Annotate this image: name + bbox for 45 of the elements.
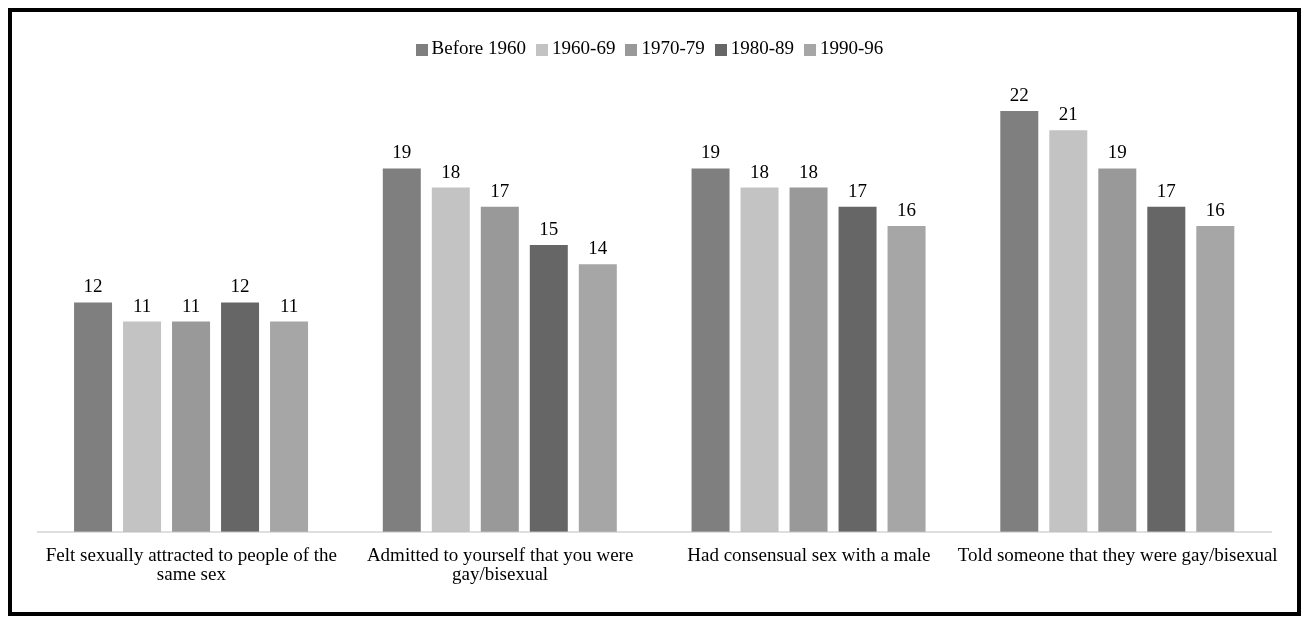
bar xyxy=(221,302,260,532)
bar xyxy=(887,225,926,532)
legend-label: 1960-69 xyxy=(552,37,616,58)
data-label: 12 xyxy=(83,275,103,297)
bar xyxy=(529,245,568,532)
bar xyxy=(1098,168,1137,532)
bar xyxy=(578,264,617,532)
bar xyxy=(382,168,421,532)
bar xyxy=(74,302,113,532)
bar xyxy=(480,206,519,532)
data-label: 19 xyxy=(1107,141,1127,163)
data-label: 17 xyxy=(848,179,868,201)
legend-label: 1970-79 xyxy=(641,37,705,58)
data-label: 18 xyxy=(799,160,819,182)
data-label: 19 xyxy=(701,141,721,163)
data-label: 12 xyxy=(230,275,250,297)
data-label: 17 xyxy=(1156,179,1176,201)
x-tick-label: Felt sexually attracted to people of the same sex xyxy=(45,544,337,585)
bar xyxy=(1196,225,1235,532)
legend-label: Before 1960 xyxy=(431,37,527,58)
x-tick-label: Had consensual sex with a male xyxy=(687,544,931,566)
data-label: 21 xyxy=(1058,103,1078,125)
bar xyxy=(1000,111,1039,532)
data-label: 18 xyxy=(750,160,770,182)
data-label: 19 xyxy=(392,141,412,163)
data-label: 14 xyxy=(588,237,608,259)
data-label: 11 xyxy=(181,294,201,316)
data-label: 16 xyxy=(897,198,917,220)
bar xyxy=(172,321,211,532)
data-label: 17 xyxy=(490,179,510,201)
bar xyxy=(691,168,730,532)
data-label: 16 xyxy=(1205,198,1225,220)
x-tick-label: Told someone that they were gay/bisexual xyxy=(957,544,1278,566)
data-label: 11 xyxy=(132,294,152,316)
data-label: 15 xyxy=(539,218,559,240)
bar xyxy=(1147,206,1186,532)
data-label: 11 xyxy=(279,294,299,316)
bar xyxy=(270,321,309,532)
legend-label: 1980-89 xyxy=(730,37,795,58)
legend-label: 1990-96 xyxy=(820,37,884,58)
data-label: 18 xyxy=(441,160,461,182)
x-tick-label: Admitted to yourself that you were gay/bisexual xyxy=(366,544,634,585)
bar xyxy=(789,187,828,532)
bar xyxy=(838,206,877,532)
data-label: 22 xyxy=(1009,84,1029,106)
